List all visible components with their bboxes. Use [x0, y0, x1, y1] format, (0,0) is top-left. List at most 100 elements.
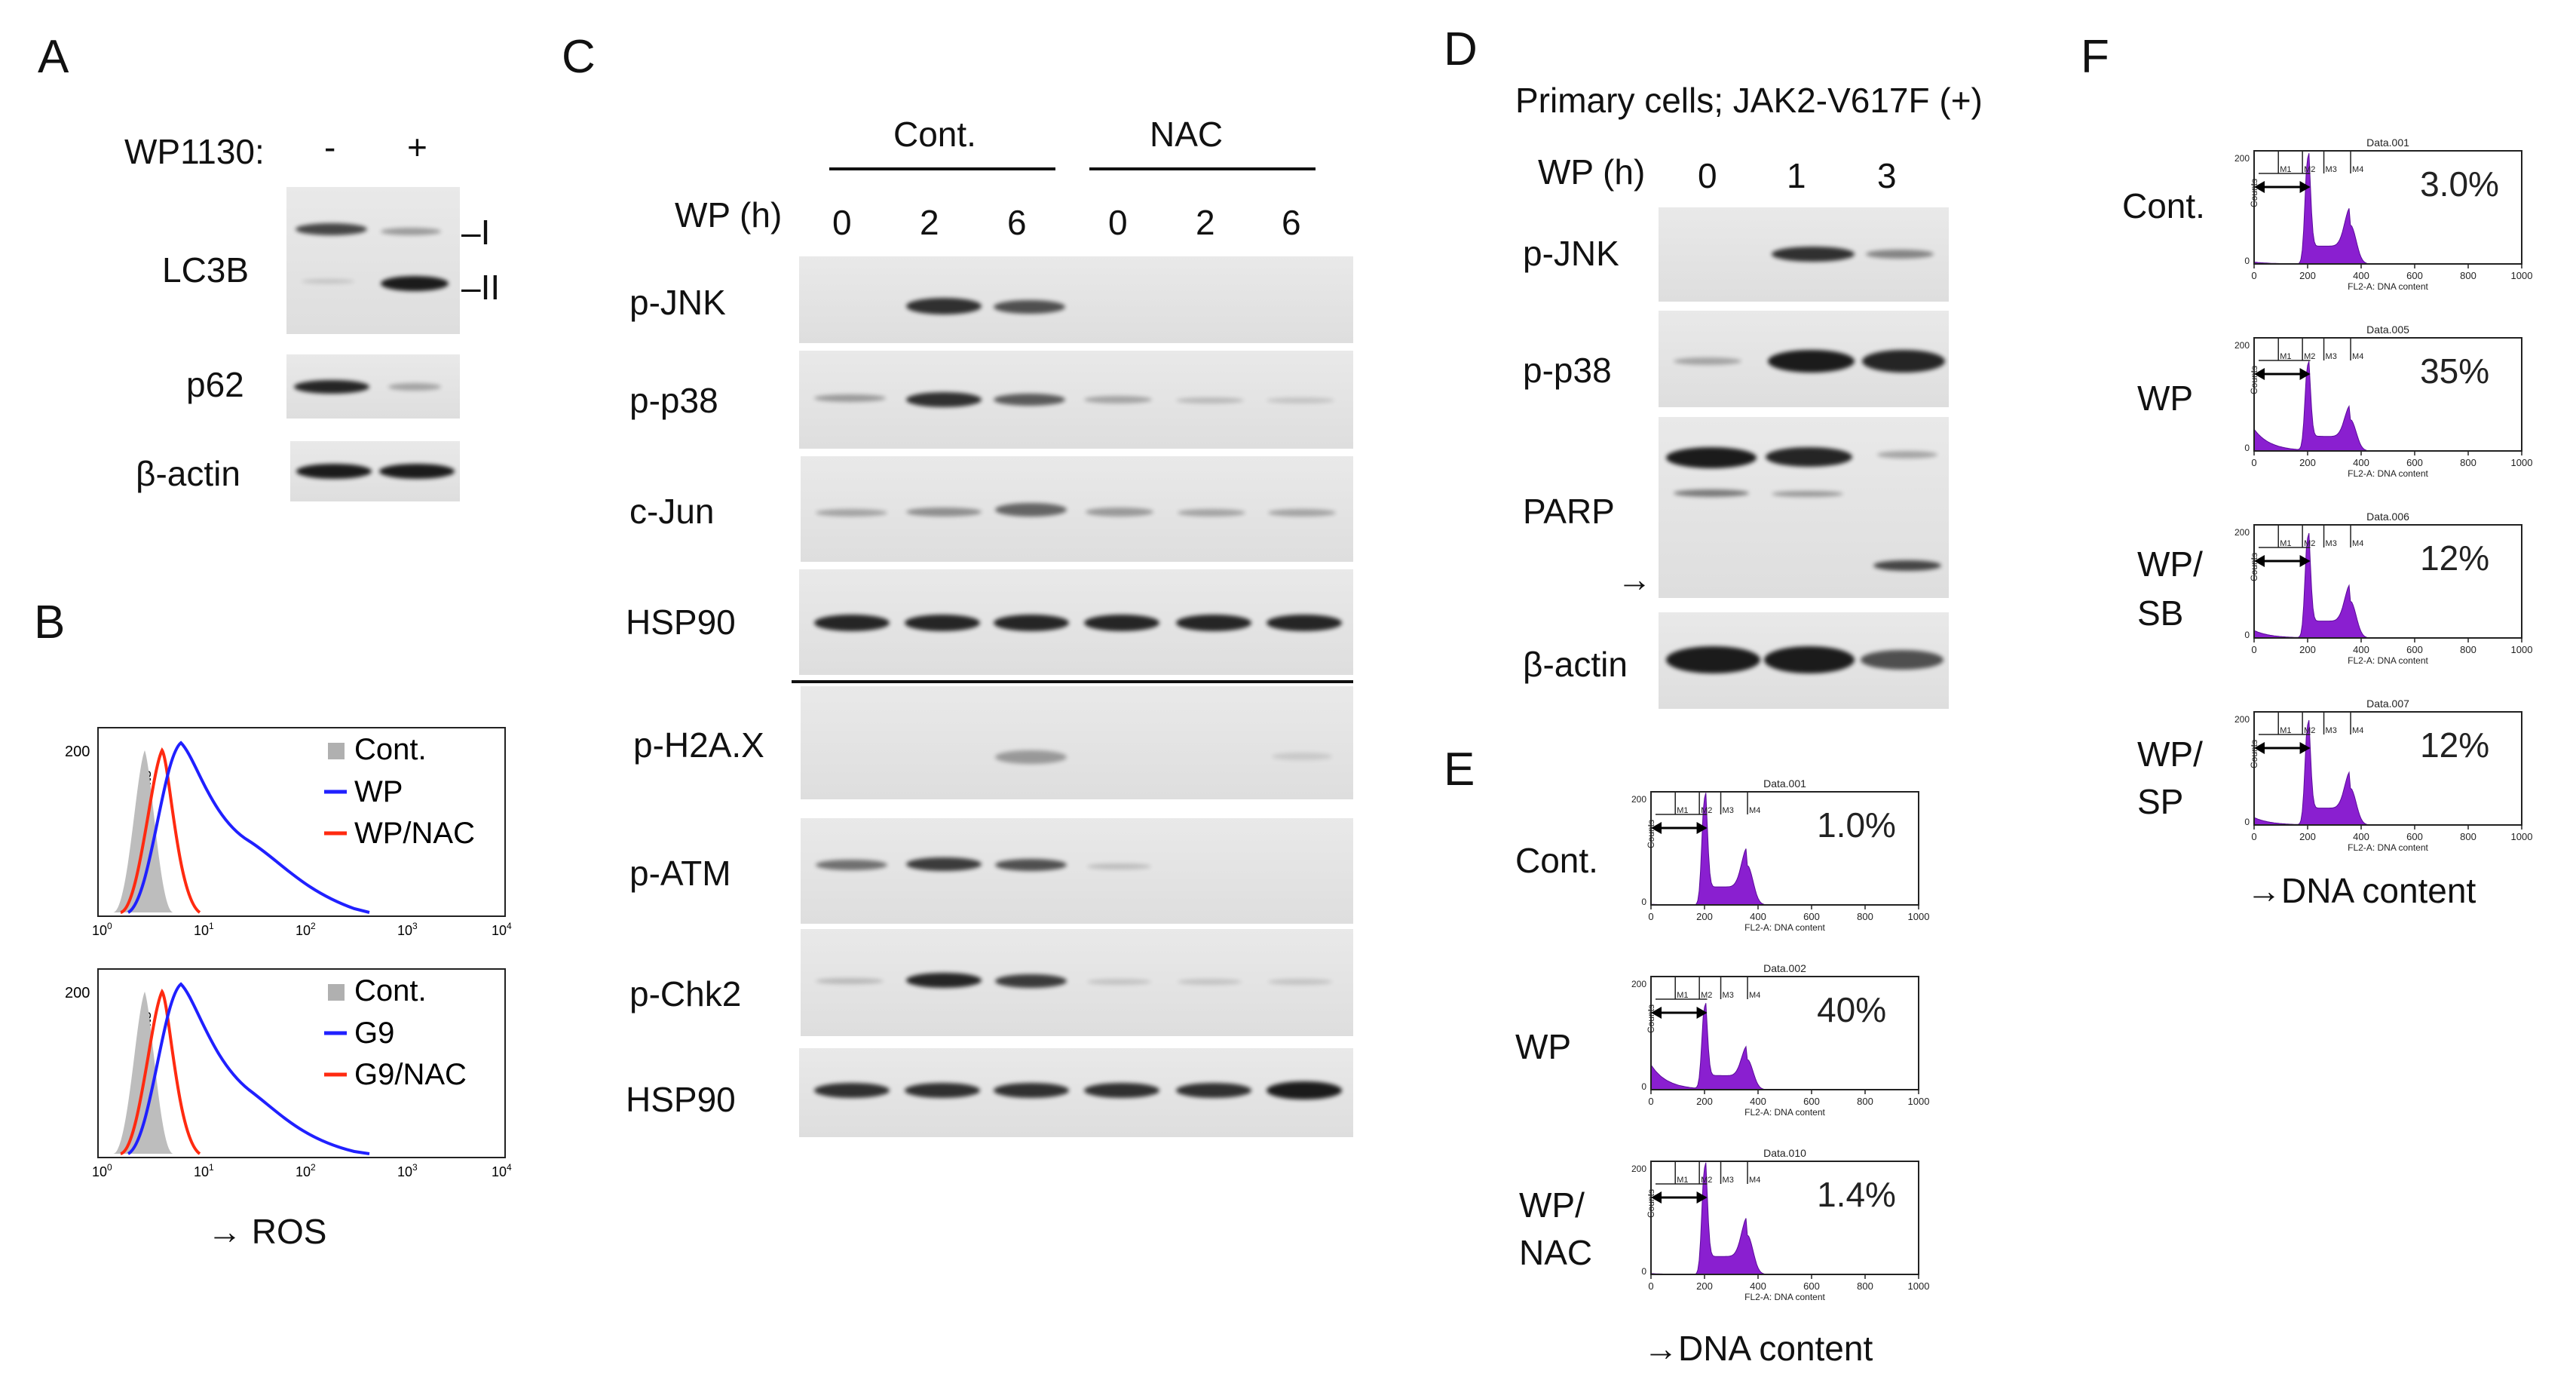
gate-m3: M3: [1723, 806, 1734, 815]
time-label-d: WP (h): [1538, 152, 1646, 192]
blot-p-jnk: [799, 256, 1353, 343]
gate-m1: M1: [1677, 991, 1688, 1000]
x-tick-1000: 1000: [1908, 911, 1930, 922]
condition-label-f-3a: WP/: [2137, 734, 2203, 774]
y-tick-200: 200: [2234, 340, 2250, 351]
arrow-head-left: [1651, 1191, 1662, 1204]
arrow-head-right: [2299, 555, 2311, 567]
x-tick-400: 400: [1750, 1280, 1766, 1292]
gate-m1: M1: [1677, 806, 1688, 815]
y-tick-0: 0: [1641, 897, 1646, 907]
arrow-head-right: [1696, 822, 1708, 834]
data-title: Data.007: [2366, 698, 2409, 710]
arrow-head-left: [2254, 368, 2265, 380]
gate-m2: M2: [1701, 806, 1712, 815]
time-label: WP (h): [675, 195, 783, 235]
x-tick-1000: 1000: [1908, 1280, 1930, 1292]
row-label-p-p38: p-p38: [629, 381, 718, 420]
subg1-percent: 35%: [2420, 351, 2489, 391]
blot-beta-actin: [290, 441, 460, 501]
row-label-parp-d: PARP: [1523, 492, 1615, 531]
y-tick-200: 200: [1631, 794, 1646, 805]
time-0-d: 0: [1698, 156, 1717, 195]
wp-nac-distribution: [119, 747, 201, 914]
svg-text:104: 104: [492, 1162, 512, 1179]
gate-m4: M4: [1749, 991, 1760, 1000]
blot-p-p38: [799, 351, 1353, 449]
blot-p-chk2: [801, 929, 1353, 1036]
x-tick-200: 200: [1696, 1096, 1713, 1107]
x-tick-200: 200: [1696, 1280, 1713, 1292]
x-tick-0: 0: [2251, 270, 2256, 281]
y-tick-200: 200: [2234, 153, 2250, 164]
x-tick-800: 800: [2460, 831, 2476, 842]
data-title: Data.010: [1763, 1147, 1806, 1159]
panel-d-title: Primary cells; JAK2-V617F (+): [1515, 81, 1983, 120]
row-label-p-p38-d: p-p38: [1523, 351, 1612, 390]
x-tick-200: 200: [2299, 457, 2316, 468]
plot-frame: [97, 727, 506, 917]
plot-frame: [2253, 150, 2522, 265]
subg1-percent: 12%: [2420, 538, 2489, 578]
subg1-percent: 12%: [2420, 725, 2489, 765]
condition-label-e-2a: WP/: [1519, 1185, 1585, 1225]
arrow-head-right: [1696, 1007, 1708, 1019]
gate-m1: M1: [2280, 352, 2291, 361]
legend-control: Cont.: [354, 974, 427, 1007]
y-tick-0: 0: [2244, 256, 2250, 266]
data-title: Data.006: [2366, 511, 2409, 523]
blot-p-atm: [801, 818, 1353, 924]
y-tick-200: 200: [1631, 979, 1646, 989]
x-tick-200: 200: [1696, 911, 1713, 922]
y-tick: 200: [65, 744, 90, 760]
x-tick-0: 0: [2251, 644, 2256, 655]
condition-label-f-3b: SP: [2137, 782, 2184, 821]
gate-m4: M4: [2352, 352, 2363, 361]
legend-wp-nac: WP/NAC: [354, 817, 475, 850]
y-tick-200: 200: [2234, 527, 2250, 538]
arrow-head-right: [1696, 1191, 1708, 1204]
x-axis-label: FL2-A: DNA content: [2348, 281, 2428, 292]
gate-m1: M1: [2280, 539, 2291, 548]
x-axis-ros: → ROS: [207, 1212, 327, 1251]
blot-p-h2ax: [801, 686, 1353, 799]
x-tick-800: 800: [2460, 644, 2476, 655]
plot-frame: [2253, 711, 2522, 826]
time-2: 2: [920, 203, 939, 242]
control-distribution: [113, 750, 173, 912]
condition-label-f-2b: SB: [2137, 593, 2184, 633]
y-tick: 200: [65, 985, 90, 1001]
plot-frame: [2253, 337, 2522, 452]
row-label-p62: p62: [186, 365, 244, 404]
x-tick-800: 800: [1857, 911, 1873, 922]
group-bar-nac: [1089, 167, 1316, 170]
x-axis-label: FL2-A: DNA content: [1744, 922, 1825, 933]
x-tick-0: 0: [1648, 1096, 1653, 1107]
x-axis-label: FL2-A: DNA content: [2348, 655, 2428, 666]
condition-label-f-0: Cont.: [2122, 186, 2205, 225]
x-tick-0: 0: [2251, 457, 2256, 468]
x-tick-600: 600: [1803, 911, 1820, 922]
x-tick-600: 600: [2406, 457, 2423, 468]
gate-m2: M2: [1701, 991, 1712, 1000]
row-label-p-chk2: p-Chk2: [629, 974, 742, 1013]
row-label-beta-actin: β-actin: [136, 454, 240, 493]
column-plus: +: [407, 127, 427, 167]
legend-wp: WP: [354, 775, 403, 808]
gate-m2: M2: [2304, 726, 2315, 735]
subg1-percent: 1.4%: [1817, 1175, 1896, 1214]
gate-m3: M3: [2326, 726, 2337, 735]
arrow-head-left: [2254, 555, 2265, 567]
x-tick-800: 800: [2460, 270, 2476, 281]
panel-letter-a: A: [38, 31, 69, 83]
ros-histograms: Counts 200 100 101 102 103 104 Cont. WP …: [65, 727, 512, 1179]
gate-m4: M4: [2352, 165, 2363, 174]
gate-m1: M1: [2280, 726, 2291, 735]
row-label-hsp90-2: HSP90: [626, 1080, 736, 1119]
condition-label-e-1: WP: [1515, 1027, 1572, 1066]
arrow-head-left: [1651, 822, 1662, 834]
